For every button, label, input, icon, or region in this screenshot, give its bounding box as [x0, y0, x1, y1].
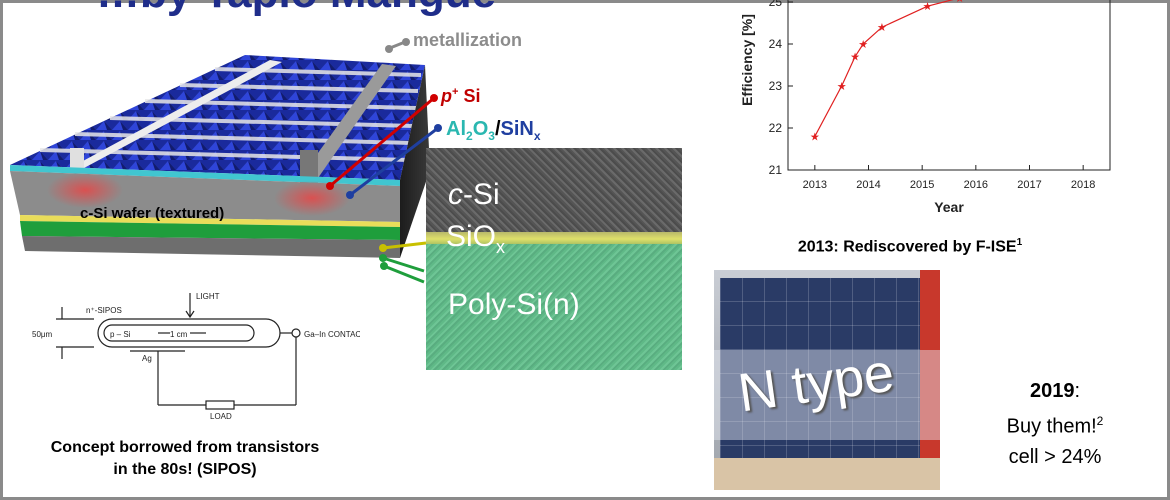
- busbar-right: [300, 64, 396, 178]
- busbar-left: [70, 60, 282, 168]
- data-point: ★: [955, 0, 965, 5]
- x-tick-label: 2015: [910, 179, 934, 191]
- wafer-side-face: [400, 65, 430, 258]
- buy-them-block: 2019: Buy them!2 cell > 24%: [960, 376, 1150, 472]
- x-tick-label: 2013: [803, 179, 827, 191]
- year-2019: 2019: [1029, 380, 1075, 402]
- sipos-psi-label: p – Si: [110, 330, 131, 339]
- p-si-region-right: [274, 180, 350, 216]
- metallization-label: metallization: [413, 30, 523, 50]
- sipos-ag-label: Ag: [142, 354, 152, 363]
- sipos-length-label: 1 cm: [170, 330, 188, 339]
- data-point: ★: [850, 52, 860, 64]
- cell-efficiency: cell > 24%: [1008, 445, 1102, 468]
- tem-siox-label: SiOx: [446, 220, 506, 257]
- poly-pointer-2: [383, 264, 425, 284]
- tem-polysi-region: [426, 244, 682, 370]
- sipos-caption: Concept borrowed from transistors in the…: [50, 439, 320, 478]
- acrylic-sign: [714, 350, 940, 440]
- y-tick-label: 24: [769, 37, 783, 51]
- passivation-pointer: [349, 126, 439, 197]
- efficiency-caption: 2013: Rediscovered by F-ISE1: [797, 237, 1023, 256]
- poly-si-layer: [20, 221, 400, 240]
- y-tick-label: 25: [769, 0, 783, 9]
- slide-title: …by Tapio Mangue: [96, 0, 496, 18]
- x-tick-label: 2014: [856, 179, 880, 191]
- data-point: ★: [923, 1, 933, 13]
- siox-layer: [20, 215, 400, 227]
- sipos-nsipos-label: n⁺-SIPOS: [86, 306, 122, 315]
- tem-csi-label: c-Si: [448, 178, 500, 211]
- series-line: [814, 0, 954, 137]
- tem-polysi-label: Poly-Si(n): [448, 288, 580, 321]
- chart-plot-area: [787, 0, 1111, 171]
- chart-ylabel: Efficiency [%]: [739, 14, 755, 106]
- sipos-contact-label: Ga–In CONTACT: [304, 330, 360, 339]
- solar-cell-diagram: c-Si wafer (textured): [10, 38, 442, 284]
- tem-csi-region: [426, 148, 682, 236]
- sipos-thickness-label: 50μm: [32, 330, 53, 339]
- solar-module-panel: [720, 278, 920, 468]
- data-point: ★: [810, 131, 820, 143]
- x-tick-label: 2018: [1071, 179, 1095, 191]
- red-stand: [920, 270, 940, 490]
- data-point: ★: [877, 22, 887, 34]
- data-point: ★: [858, 39, 868, 51]
- x-tick-label: 2016: [964, 179, 988, 191]
- sipos-schematic: LIGHT n⁺-SIPOS 50μm p – Si 1 cm Ga–In CO…: [32, 292, 360, 421]
- p-si-region-left: [47, 172, 123, 208]
- n-type-module-photo: N type: [714, 270, 940, 490]
- y-tick-label: 21: [769, 163, 783, 177]
- floor: [714, 458, 940, 490]
- tem-siox-region: [426, 232, 682, 246]
- wafer-label: c-Si wafer (textured): [80, 205, 224, 222]
- siox-pointer: [382, 241, 427, 250]
- tem-cross-section-image: c-Si SiOx Poly-Si(n): [426, 148, 682, 370]
- rear-metal-layer: [22, 236, 400, 258]
- data-point: ★: [837, 81, 847, 93]
- y-tick-label: 23: [769, 79, 783, 93]
- p-si-label: p+ Si: [441, 86, 481, 106]
- passivation-label: Al2O3/SiNx: [446, 118, 541, 143]
- chart-xlabel: Year: [934, 199, 964, 215]
- sipos-load-label: LOAD: [210, 412, 232, 421]
- p-si-pointer: [329, 96, 435, 188]
- x-tick-label: 2017: [1017, 179, 1041, 191]
- y-tick-label: 22: [769, 121, 783, 135]
- busbar-left-front: [70, 148, 84, 172]
- sipos-light-label: LIGHT: [196, 292, 220, 301]
- poly-pointer-1: [382, 256, 425, 273]
